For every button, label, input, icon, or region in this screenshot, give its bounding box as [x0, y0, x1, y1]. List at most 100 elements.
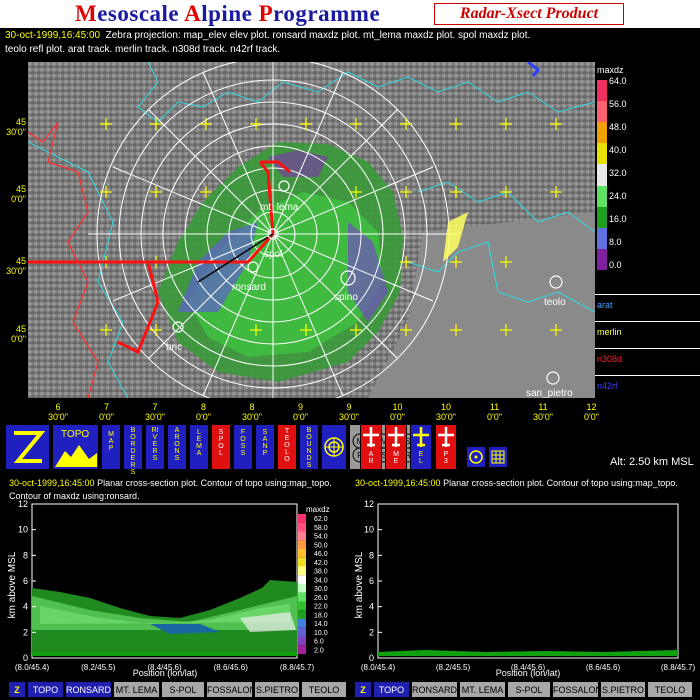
bottom-mtlema-button[interactable]: MT. LEMA: [459, 681, 506, 698]
colorbar-value: 42.0: [314, 560, 328, 567]
zebra-z-icon: [13, 431, 46, 463]
borders-button[interactable]: BORDERS: [123, 424, 143, 476]
topo-button[interactable]: TOPO: [52, 424, 99, 470]
lema-label: LEMA: [196, 429, 202, 457]
xsect-left-plot[interactable]: maxdz 62.058.054.050.046.042.038.034.030…: [0, 500, 350, 680]
bottom-ronsard-button[interactable]: RONSARD: [65, 681, 112, 698]
svg-text:S: S: [405, 437, 410, 446]
ytick-label: 10: [18, 525, 28, 535]
colorbar-swatch: [298, 514, 306, 523]
station-spol-marker: [267, 228, 279, 240]
colorbar-swatch: [298, 557, 306, 567]
xsect-line: [197, 233, 274, 283]
bottom-topo-button[interactable]: TOPO: [27, 681, 64, 698]
point-button[interactable]: [466, 446, 486, 468]
airplane-icon: [438, 427, 454, 447]
legend-value: 48.0: [609, 122, 627, 132]
xlabel: Position (lon/lat): [496, 668, 561, 678]
xtick-label: (8.2/45.5): [81, 663, 116, 672]
lat-label: 45 0'0": [11, 324, 26, 344]
rivers-button[interactable]: RIVERS: [145, 424, 165, 470]
xsect-left-header1: 30-oct-1999,16:45:00 Planar cross-sectio…: [9, 478, 332, 488]
xsect-left-colorbar: [298, 514, 306, 654]
xsect-left-xticks: (8.0/45.4) (8.2/45.5) (8.4/45.6) (8.6/45.6)…: [15, 663, 315, 672]
zebra-logo-button[interactable]: [5, 424, 50, 470]
bottom-fossalon-button[interactable]: FOSSALON: [206, 681, 256, 698]
radar-map[interactable]: mt_lema spol ronsard spino bric teolo sa…: [28, 62, 595, 398]
product-label: Radar-Xsect Product: [434, 3, 624, 25]
spol-button[interactable]: SPOL: [211, 424, 231, 470]
arat-aircraft-button[interactable]: AR: [360, 424, 382, 470]
teolo-button[interactable]: TEOLO: [277, 424, 297, 470]
legend-swatch: [597, 206, 607, 228]
colorbar-swatch: [298, 592, 306, 602]
ytick-label: 4: [23, 602, 28, 612]
xtick-label: (8.8/45.7): [280, 663, 315, 672]
legend-value: 0.0: [609, 260, 622, 270]
bottom-teolo-button[interactable]: TEOLO: [301, 681, 347, 698]
bottom-spol-button[interactable]: S-POL: [507, 681, 551, 698]
radar-echo-weak: [348, 222, 388, 322]
track-legend-item[interactable]: arat: [595, 294, 700, 320]
title-bar: [0, 0, 700, 28]
bottom-mtlema-button[interactable]: MT. LEMA: [113, 681, 160, 698]
track-legend-item[interactable]: merlin: [595, 321, 700, 347]
zebra-z-button[interactable]: Z: [354, 681, 372, 698]
legend-swatch: [597, 164, 607, 186]
bounds-button[interactable]: BOUNDS: [299, 424, 319, 470]
grid-button[interactable]: [488, 446, 508, 468]
bottom-spietro-button[interactable]: S.PIETRO: [600, 681, 646, 698]
plot-description-line1: 30-oct-1999,16:45:00 Zebra projection: m…: [5, 30, 530, 41]
topo-contour: [378, 650, 678, 656]
colorbar-swatch: [298, 610, 306, 619]
electra-aircraft-button[interactable]: EL: [410, 424, 432, 470]
colorbar-swatch: [298, 619, 306, 628]
merlin-aircraft-button[interactable]: ME: [385, 424, 407, 470]
station-label: spino: [334, 292, 358, 303]
bottom-spol-button[interactable]: S-POL: [161, 681, 205, 698]
lon-label: 8 30'0": [242, 402, 262, 422]
p3-label: P3: [443, 451, 449, 465]
rings-button[interactable]: [321, 424, 347, 470]
zebra-z-button[interactable]: Z: [8, 681, 26, 698]
station-label: san_pietro: [526, 388, 573, 398]
xtick-label: (8.8/45.7): [661, 663, 696, 672]
bottom-ronsard-button[interactable]: RONSARD: [411, 681, 458, 698]
ylabel: km above MSL: [7, 551, 18, 618]
fossa-button[interactable]: FOSS: [233, 424, 253, 470]
colorbar-value: 2.0: [314, 647, 324, 654]
range-rings-icon: [324, 437, 344, 457]
track-legend-item[interactable]: n42rf: [595, 375, 700, 401]
xsect-right-plot[interactable]: 12 10 8 6 4 2 0 (8.0/45.4) (8.2/45.5) (8.4/45.6)…: [345, 500, 700, 680]
bottom-topo-button[interactable]: TOPO: [373, 681, 410, 698]
station-spino-marker: [340, 270, 356, 286]
colorbar-value: 18.0: [314, 612, 328, 619]
bottom-spietro-button[interactable]: S.PIETRO: [254, 681, 300, 698]
ytick-label: 0: [369, 653, 374, 663]
plot-layers-text: Zebra projection: map_elev elev plot. ro…: [105, 30, 531, 41]
ytick-label: 6: [23, 576, 28, 586]
radar-echo-weak: [178, 222, 258, 312]
track-legend-item[interactable]: n308d: [595, 348, 700, 374]
lema-button[interactable]: LEMA: [189, 424, 209, 470]
colorbar-value: 34.0: [314, 577, 328, 584]
bottom-teolo-button[interactable]: TEOLO: [647, 681, 693, 698]
echo-field-core: [40, 604, 290, 624]
colorbar-swatch: [298, 575, 306, 584]
colorbar-value: 26.0: [314, 595, 328, 602]
arons-button[interactable]: ARONS: [167, 424, 187, 470]
xlabel: Position (lon/lat): [133, 668, 198, 678]
bottom-fossalon-button[interactable]: FOSSALON: [552, 681, 602, 698]
p3-aircraft-button[interactable]: P3: [435, 424, 457, 470]
legend-swatch: [597, 143, 607, 165]
grid-crosses: [100, 118, 562, 336]
colorbar-value: 14.0: [314, 621, 328, 628]
sanp-button[interactable]: SANP: [255, 424, 275, 470]
map-button[interactable]: MAP: [101, 424, 121, 470]
colorbar-value: 46.0: [314, 551, 328, 558]
timestamp: 30-oct-1999,16:45:00: [355, 478, 441, 488]
xtick-label: (8.6/45.6): [586, 663, 621, 672]
topo-label: TOPO: [61, 429, 90, 440]
xtick-label: (8.4/45.6): [147, 663, 182, 672]
country-border-red: [28, 121, 99, 398]
